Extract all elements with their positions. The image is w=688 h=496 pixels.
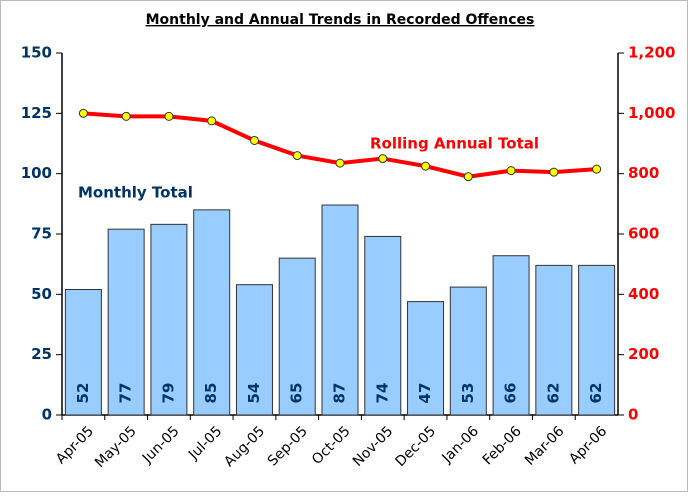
bar [193, 209, 231, 416]
bar [150, 223, 188, 416]
bar [535, 264, 573, 416]
bar [449, 286, 487, 416]
bar-value-label: 62 [587, 383, 605, 404]
line-marker [549, 167, 559, 177]
line-marker [506, 166, 516, 176]
y2-tick-label: 1,200 [628, 44, 675, 62]
bar-value-label: 47 [416, 383, 434, 404]
line-marker [592, 164, 602, 174]
bar [407, 301, 445, 416]
y-tick-label: 100 [21, 164, 52, 182]
bar-value-label: 87 [331, 383, 349, 404]
bar-value-label: 54 [245, 383, 263, 404]
bar-value-label: 66 [502, 383, 520, 404]
bar-value-label: 74 [373, 383, 391, 404]
y-tick-label: 125 [21, 104, 52, 122]
y-tick-label: 150 [21, 44, 52, 62]
y2-tick-label: 0 [628, 406, 638, 424]
bar-value-label: 62 [544, 383, 562, 404]
bar-value-label: 53 [459, 383, 477, 404]
bar-value-label: 85 [202, 383, 220, 404]
line-marker [78, 108, 88, 118]
line-marker [207, 116, 217, 126]
y2-tick-label: 200 [628, 345, 659, 363]
bar-value-label: 65 [288, 383, 306, 404]
line-marker [421, 161, 431, 171]
line-marker [249, 135, 259, 145]
line-marker [121, 111, 131, 121]
bar [578, 264, 616, 416]
bar [278, 257, 316, 416]
line-marker [164, 111, 174, 121]
series-label: Monthly Total [78, 184, 193, 202]
bar-value-label: 77 [117, 383, 135, 404]
series-label: Rolling Annual Total [370, 135, 539, 153]
chart-title: Monthly and Annual Trends in Recorded Of… [146, 12, 535, 28]
line-marker [335, 158, 345, 168]
bar [64, 289, 102, 416]
y2-tick-label: 400 [628, 285, 659, 303]
y2-tick-label: 1,000 [628, 104, 675, 122]
y-tick-label: 50 [31, 285, 52, 303]
line-marker [463, 172, 473, 182]
y2-tick-label: 800 [628, 164, 659, 182]
bar-value-label: 79 [159, 383, 177, 404]
bar [107, 228, 145, 416]
y-tick-label: 0 [42, 406, 52, 424]
bar [492, 255, 530, 416]
bar [321, 204, 359, 416]
y2-tick-label: 600 [628, 225, 659, 243]
bar [364, 235, 402, 416]
y-tick-label: 25 [31, 345, 52, 363]
line-marker [378, 154, 388, 164]
bar-value-label: 52 [74, 383, 92, 404]
bar [235, 284, 273, 416]
line-marker [292, 151, 302, 161]
y-tick-label: 75 [31, 225, 52, 243]
